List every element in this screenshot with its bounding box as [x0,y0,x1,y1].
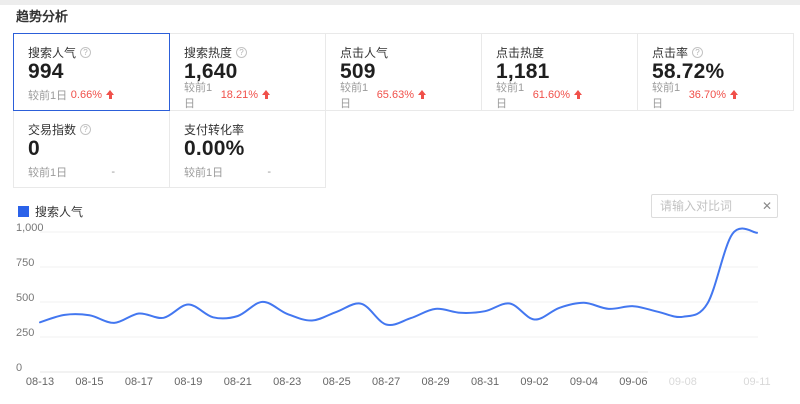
metric-label: 点击人气 [340,45,389,60]
x-tick-label: 08-23 [273,376,302,388]
arrow-up-icon [418,90,427,100]
arrow-up-icon [574,90,583,100]
y-tick-label: 0 [16,362,23,374]
info-icon[interactable]: ? [80,46,92,58]
trend-line-search-popularity [39,227,758,327]
x-tick-label: 08-25 [322,376,351,388]
change-value: - [267,166,271,178]
x-tick-label: 08-19 [174,376,203,388]
metric-label: 搜索人气 [28,45,77,60]
metric-value: 1,640 [184,60,238,83]
metric-card-search-popularity[interactable]: 搜索人气? 994 较前1日 0.66% [13,33,170,111]
info-icon[interactable]: ? [236,46,248,58]
arrow-up-icon [730,90,739,100]
chart-canvas[interactable] [0,195,800,404]
page-title: 趋势分析 [16,9,69,24]
compare-input[interactable] [652,199,757,213]
metric-value: 0.00% [184,137,245,160]
metric-value: 994 [28,60,64,83]
metric-card-click-heat[interactable]: 点击热度 1,181 较前1日 61.60% [481,33,638,111]
metric-card-transaction-index[interactable]: 交易指数? 0 较前1日 - [13,110,170,188]
metric-card-search-heat[interactable]: 搜索热度? 1,640 较前1日 18.21% [169,33,326,111]
change-value: 65.63% [377,89,427,101]
info-icon[interactable]: ? [80,123,92,135]
metric-card-payment-conversion[interactable]: 支付转化率 0.00% 较前1日 - [169,110,326,188]
y-tick-label: 1,000 [16,222,44,234]
legend-swatch-icon [18,205,29,217]
compare-period-label: 较前1日 [184,167,224,179]
x-tick-label: 08-21 [223,376,252,388]
metric-label: 点击热度 [496,45,545,60]
trend-chart[interactable]: 0 250 500 750 1,000 08-13 08-15 08-17 08-19 08-2… [0,195,800,404]
metric-card-click-popularity[interactable]: 点击人气 509 较前1日 65.63% [325,33,482,111]
legend-item-search-popularity[interactable]: 搜索人气 [18,204,84,219]
close-icon[interactable]: ✕ [761,199,773,213]
change-value: - [111,166,115,178]
metric-label: 交易指数 [28,122,77,137]
compare-input-box: ✕ [651,194,778,218]
metric-label: 搜索热度 [184,45,233,60]
arrow-up-icon [106,90,115,100]
x-tick-label: 08-27 [372,376,401,388]
x-tick-label: 08-29 [421,376,450,388]
metric-card-click-rate[interactable]: 点击率? 58.72% 较前1日 36.70% [637,33,794,111]
compare-period-label: 较前1日 [340,82,369,110]
x-tick-label: 09-06 [619,376,648,388]
x-tick-label: 08-31 [470,376,500,388]
compare-period-label: 较前1日 [652,82,681,110]
change-value: 0.66% [71,89,115,101]
metric-value: 0 [28,137,40,160]
x-tick-label: 09-02 [520,376,549,388]
metric-label: 点击率 [652,45,689,60]
top-strip [0,0,800,5]
metric-label: 支付转化率 [184,122,245,137]
legend-label: 搜索人气 [35,204,84,219]
arrow-up-icon [262,90,271,100]
change-value: 18.21% [221,89,271,101]
compare-period-label: 较前1日 [496,82,525,110]
x-tick-label: 08-17 [124,376,153,388]
compare-period-label: 较前1日 [28,90,68,102]
change-value: 61.60% [533,89,583,101]
y-tick-label: 750 [16,257,35,269]
metric-value: 509 [340,60,376,83]
x-tick-label: 09-04 [569,376,598,388]
change-value: 36.70% [689,89,739,101]
y-tick-label: 250 [16,327,35,339]
metric-value: 58.72% [652,60,725,83]
info-icon[interactable]: ? [692,46,704,58]
y-tick-label: 500 [16,292,35,304]
compare-period-label: 较前1日 [184,82,213,110]
compare-period-label: 较前1日 [28,167,68,179]
x-tick-label: 09-11 [743,376,771,388]
x-tick-label: 08-13 [25,376,55,388]
x-tick-label: 09-08 [668,376,697,388]
x-tick-label: 08-15 [75,376,104,388]
metric-value: 1,181 [496,60,550,83]
